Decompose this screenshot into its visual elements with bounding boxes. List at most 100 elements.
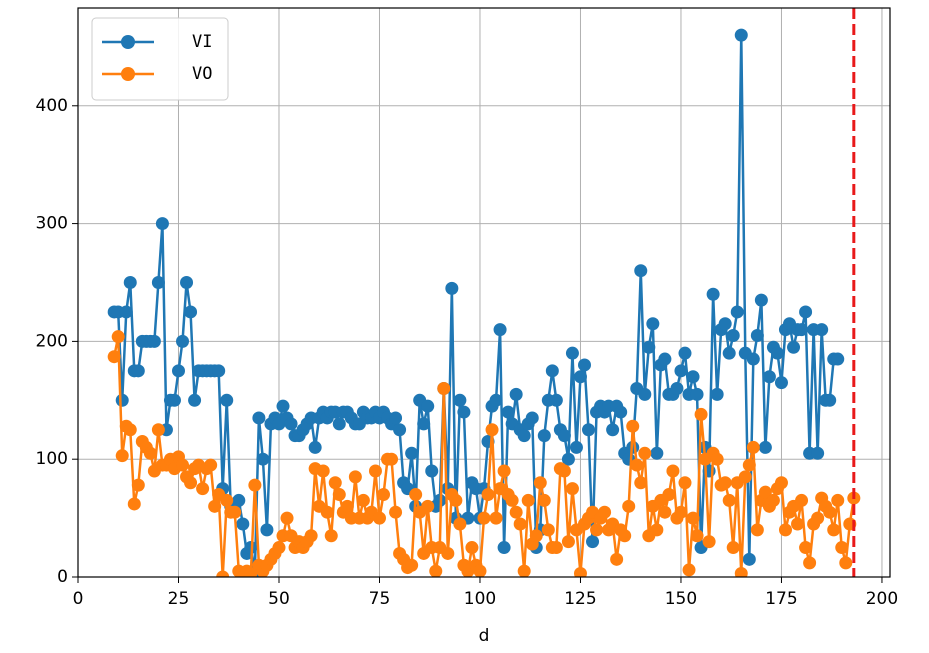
point xyxy=(582,423,596,437)
point xyxy=(509,387,523,401)
point xyxy=(521,493,535,507)
point xyxy=(513,517,527,531)
x-tick-label: 50 xyxy=(268,589,290,609)
point xyxy=(517,429,531,443)
point xyxy=(590,523,604,537)
point xyxy=(196,482,210,496)
point xyxy=(622,499,636,513)
point xyxy=(694,407,708,421)
point xyxy=(545,364,559,378)
point xyxy=(766,493,780,507)
point xyxy=(497,541,511,555)
x-tick-label: 125 xyxy=(564,589,596,609)
point xyxy=(738,470,752,484)
point xyxy=(385,452,399,466)
point xyxy=(791,517,805,531)
point xyxy=(324,529,338,543)
point xyxy=(308,440,322,454)
legend: VI VO xyxy=(91,17,229,101)
point xyxy=(176,458,190,472)
y-tick-label: 400 xyxy=(36,96,68,116)
point xyxy=(799,305,813,319)
point xyxy=(437,382,451,396)
point xyxy=(746,352,760,366)
point xyxy=(742,552,756,566)
point xyxy=(815,323,829,337)
point xyxy=(176,334,190,348)
plot-area xyxy=(107,8,861,577)
point xyxy=(232,493,246,507)
point xyxy=(674,505,688,519)
point xyxy=(734,28,748,42)
point xyxy=(634,264,648,278)
point xyxy=(123,423,137,437)
point xyxy=(184,476,198,490)
point xyxy=(541,523,555,537)
point xyxy=(131,478,145,492)
point xyxy=(650,523,664,537)
point xyxy=(481,488,495,502)
x-tick-label: 150 xyxy=(665,589,697,609)
point xyxy=(304,529,318,543)
point xyxy=(774,376,788,390)
point xyxy=(577,358,591,372)
point xyxy=(702,535,716,549)
point xyxy=(666,464,680,478)
point xyxy=(795,323,809,337)
point xyxy=(276,399,290,413)
point xyxy=(638,387,652,401)
point xyxy=(533,476,547,490)
point xyxy=(389,505,403,519)
point xyxy=(252,411,266,425)
point xyxy=(123,275,137,289)
point xyxy=(115,449,129,463)
legend-marker xyxy=(121,67,135,81)
x-tick-label: 175 xyxy=(765,589,797,609)
point xyxy=(445,281,459,295)
point xyxy=(332,417,346,431)
point xyxy=(188,393,202,407)
point xyxy=(682,563,696,577)
point xyxy=(393,423,407,437)
point xyxy=(634,476,648,490)
point xyxy=(220,393,234,407)
point xyxy=(758,485,772,499)
point xyxy=(690,529,704,543)
point xyxy=(332,488,346,502)
point xyxy=(212,364,226,378)
point xyxy=(573,566,587,577)
x-tick-label: 100 xyxy=(464,589,496,609)
point xyxy=(770,346,784,360)
point xyxy=(549,393,563,407)
point xyxy=(107,350,121,364)
point xyxy=(722,346,736,360)
point xyxy=(774,476,788,490)
point xyxy=(115,393,129,407)
point xyxy=(618,529,632,543)
point xyxy=(638,446,652,460)
point xyxy=(441,546,455,560)
point xyxy=(429,564,443,577)
legend-label: VO xyxy=(192,64,212,84)
point xyxy=(320,505,334,519)
point xyxy=(734,566,748,577)
point xyxy=(228,505,242,519)
point xyxy=(409,488,423,502)
point xyxy=(754,293,768,307)
point xyxy=(497,464,511,478)
point xyxy=(119,305,133,319)
point xyxy=(690,387,704,401)
point xyxy=(642,340,656,354)
point xyxy=(477,511,491,525)
point xyxy=(561,535,575,549)
point xyxy=(630,458,644,472)
point xyxy=(348,470,362,484)
point xyxy=(823,505,837,519)
point xyxy=(561,452,575,466)
point xyxy=(171,364,185,378)
point xyxy=(131,364,145,378)
point xyxy=(565,482,579,496)
point xyxy=(272,541,286,555)
point xyxy=(389,411,403,425)
point xyxy=(835,541,849,555)
